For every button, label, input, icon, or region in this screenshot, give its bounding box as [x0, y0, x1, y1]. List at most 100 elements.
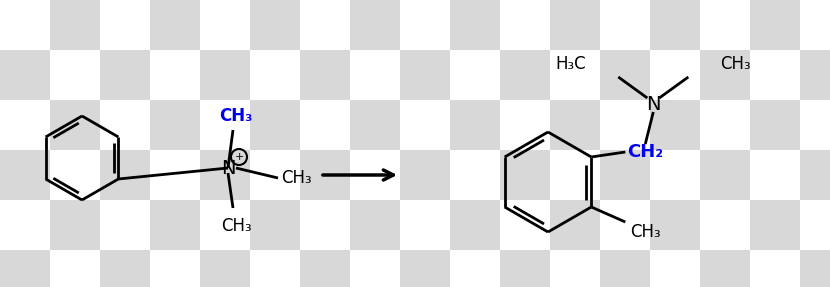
Bar — [100, 200, 150, 250]
Bar — [500, 50, 550, 100]
Bar — [800, 200, 830, 250]
Bar — [300, 100, 350, 150]
Bar — [200, 150, 250, 200]
Bar — [550, 100, 600, 150]
Bar — [50, 250, 100, 287]
Bar — [500, 150, 550, 200]
Bar — [800, 150, 830, 200]
Bar — [650, 250, 700, 287]
Bar — [650, 50, 700, 100]
Bar — [650, 0, 700, 50]
Bar — [50, 0, 100, 50]
Bar — [250, 0, 300, 50]
Text: CH₃: CH₃ — [630, 223, 661, 241]
Bar — [600, 150, 650, 200]
Bar — [50, 50, 100, 100]
Bar — [250, 250, 300, 287]
Bar — [450, 150, 500, 200]
Bar — [0, 150, 50, 200]
Bar — [400, 200, 450, 250]
Bar — [600, 100, 650, 150]
Bar — [300, 0, 350, 50]
Text: CH₃: CH₃ — [720, 55, 751, 73]
Text: CH₂: CH₂ — [627, 143, 663, 161]
Bar — [100, 100, 150, 150]
Bar — [650, 100, 700, 150]
Bar — [750, 200, 800, 250]
Bar — [750, 50, 800, 100]
Bar — [150, 50, 200, 100]
Bar — [500, 100, 550, 150]
Bar — [200, 200, 250, 250]
Bar — [400, 150, 450, 200]
Bar — [200, 0, 250, 50]
Bar — [0, 100, 50, 150]
Bar — [150, 250, 200, 287]
Bar — [750, 150, 800, 200]
Bar — [450, 50, 500, 100]
Bar — [500, 250, 550, 287]
Bar — [700, 100, 750, 150]
Bar — [450, 250, 500, 287]
Bar — [350, 150, 400, 200]
Bar — [50, 200, 100, 250]
Bar — [350, 200, 400, 250]
Bar — [400, 0, 450, 50]
Bar — [150, 100, 200, 150]
Bar — [800, 50, 830, 100]
Bar — [250, 100, 300, 150]
Bar — [250, 200, 300, 250]
Bar — [800, 0, 830, 50]
Bar — [250, 150, 300, 200]
Bar — [450, 0, 500, 50]
Bar — [50, 100, 100, 150]
Text: N: N — [221, 158, 235, 177]
Bar — [0, 200, 50, 250]
Bar — [400, 250, 450, 287]
Bar — [700, 150, 750, 200]
Bar — [700, 50, 750, 100]
Bar — [550, 200, 600, 250]
Bar — [600, 200, 650, 250]
Bar — [350, 50, 400, 100]
Bar — [300, 50, 350, 100]
Text: H₃C: H₃C — [555, 55, 586, 73]
Bar — [700, 200, 750, 250]
Bar — [700, 0, 750, 50]
Bar — [150, 150, 200, 200]
Text: +: + — [234, 152, 244, 162]
Bar — [500, 200, 550, 250]
Bar — [0, 0, 50, 50]
Bar — [600, 50, 650, 100]
Bar — [800, 100, 830, 150]
Text: CH₃: CH₃ — [219, 107, 252, 125]
Bar — [550, 50, 600, 100]
Bar — [100, 50, 150, 100]
Bar — [650, 150, 700, 200]
Bar — [400, 100, 450, 150]
Bar — [550, 0, 600, 50]
Bar — [200, 250, 250, 287]
Bar — [700, 250, 750, 287]
Bar — [600, 0, 650, 50]
Bar — [550, 150, 600, 200]
Bar — [350, 0, 400, 50]
Bar — [500, 0, 550, 50]
Bar — [150, 200, 200, 250]
Bar — [50, 150, 100, 200]
Bar — [650, 200, 700, 250]
Bar — [600, 250, 650, 287]
Bar — [200, 100, 250, 150]
Bar — [300, 150, 350, 200]
Bar — [250, 50, 300, 100]
Bar — [550, 250, 600, 287]
Bar — [300, 200, 350, 250]
Bar — [0, 250, 50, 287]
Text: CH₃: CH₃ — [281, 169, 311, 187]
Bar — [100, 250, 150, 287]
Bar — [750, 250, 800, 287]
Bar — [300, 250, 350, 287]
Bar — [100, 150, 150, 200]
Text: CH₃: CH₃ — [221, 217, 251, 235]
Bar — [400, 50, 450, 100]
